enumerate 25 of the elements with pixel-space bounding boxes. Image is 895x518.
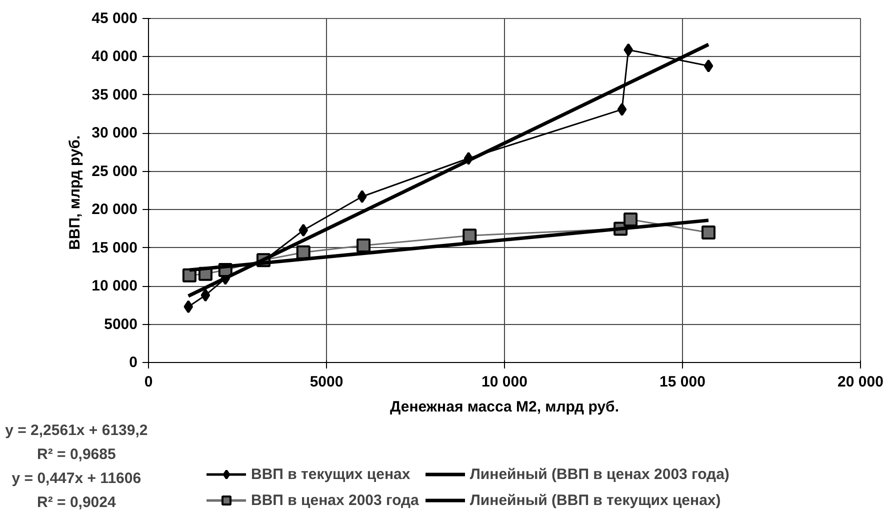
legend-label: ВВП в текущих ценах	[251, 466, 410, 482]
y-tick-label: 35 000	[92, 86, 138, 104]
y-tick-label: 45 000	[92, 10, 138, 27]
y-axis-title: ВВП, млрд руб.	[66, 135, 84, 250]
text: y = 2,2561x + 6139,2	[5, 422, 148, 439]
y-tick-label: 5000	[104, 316, 138, 333]
y-tick-label: 15 000	[92, 239, 138, 256]
y-tick-label: 0	[129, 354, 138, 371]
x-tick-label: 5000	[310, 374, 344, 390]
legend-label: Линейный (ВВП в ценах 2003 года)	[470, 466, 730, 482]
x-tick-label: 0	[144, 374, 153, 390]
legend-label: ВВП в ценах 2003 года	[251, 492, 419, 508]
y-tick-label: 30 000	[92, 124, 138, 142]
legend-label: Линейный (ВВП в текущих ценах)	[470, 492, 721, 508]
text: y = 0,447x + 11606	[12, 470, 142, 487]
y-tick-label: 10 000	[92, 278, 138, 295]
text: R² = 0,9024	[37, 494, 116, 511]
y-tick-label: 25 000	[92, 162, 138, 180]
y-tick-label: 40 000	[92, 48, 138, 66]
x-tick-label: 15 000	[660, 374, 706, 390]
y-tick-label: 20 000	[92, 201, 138, 218]
x-tick-label: 20 000	[838, 374, 884, 390]
x-tick-label: 10 000	[482, 374, 528, 390]
text: R² = 0,9685	[37, 446, 116, 463]
x-axis-title: Денежная масса М2, млрд руб.	[390, 398, 620, 416]
